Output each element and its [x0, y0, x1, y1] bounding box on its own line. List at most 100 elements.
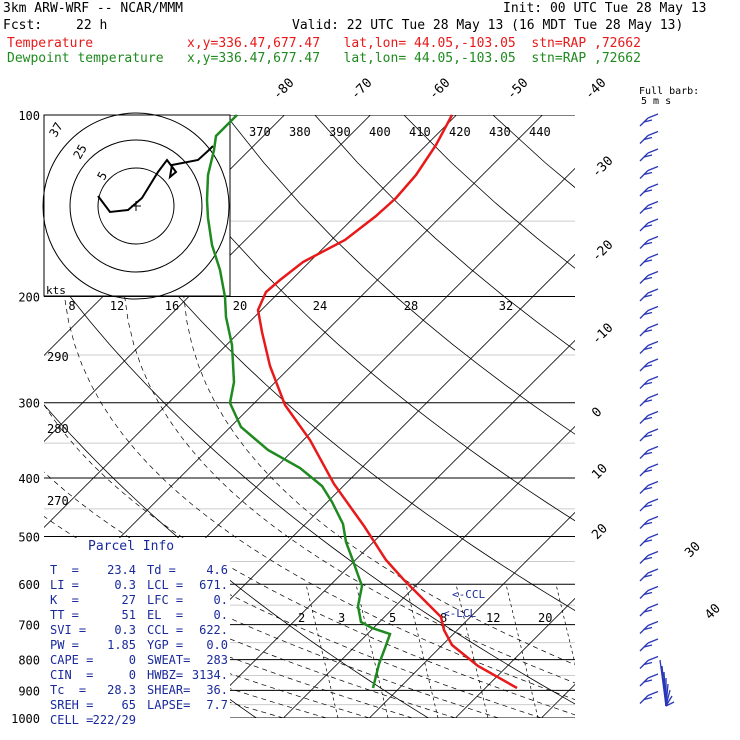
wind-barb-flag: [647, 568, 659, 574]
parcel-field-label: SHEAR=: [147, 683, 191, 697]
speed-axis-label: 16: [165, 299, 179, 313]
wind-barb-flag: [647, 498, 659, 504]
mixing-ratio-line: [355, 584, 389, 718]
parcel-field-label: CCL =: [147, 623, 184, 637]
moist-adiabat-line: [44, 404, 575, 716]
pressure-label-200: 200: [18, 291, 40, 305]
parcel-field-label: YGP =: [147, 638, 184, 652]
parcel-field-value: 622.: [199, 623, 228, 637]
parcel-field-label: PW =: [50, 638, 79, 652]
wind-barb-flag: [643, 574, 653, 578]
wind-barb-flag: [647, 603, 659, 609]
isotherm-line: [369, 511, 575, 718]
parcel-field-label: CELL =: [50, 713, 94, 727]
parcel-info-panel: [44, 538, 230, 730]
parcel-field-label: LCL =: [147, 578, 184, 592]
wind-barb-flag: [643, 311, 653, 316]
wind-barb-flag: [647, 358, 659, 364]
mixing-ratio-line: [555, 584, 575, 666]
parcel-field-value: 4.6: [206, 563, 228, 577]
isotherm-label: -40: [582, 76, 609, 103]
wind-barb-flag: [643, 294, 653, 298]
init-time: Init: 00 UTC Tue 28 May 13: [503, 1, 707, 16]
speed-axis-label: 12: [110, 299, 124, 313]
isotherm-line: [713, 115, 740, 718]
parcel-field-value: 27: [121, 593, 136, 607]
wind-barb-flag: [647, 148, 659, 154]
wind-barb-flag: [643, 451, 653, 456]
wind-barb-flag: [643, 206, 653, 211]
parcel-field-label: SWEAT=: [147, 653, 191, 667]
isotherm-line: [44, 115, 543, 614]
speed-axis-label: 24: [313, 299, 327, 313]
wind-barb-flag: [647, 183, 659, 189]
wind-barb-flag: [643, 486, 653, 491]
pressure-label-400: 400: [18, 472, 40, 486]
wind-barb-flag: [643, 661, 653, 666]
dry-adiabat-line: [671, 115, 740, 718]
isotherm-line: [541, 683, 575, 718]
wind-barb-flag: [647, 638, 659, 644]
parcel-field-label: LI =: [50, 578, 79, 592]
parcel-field-value: 28.3: [107, 683, 136, 697]
moist-adiabat-line: [44, 516, 499, 718]
wind-barb-flag: [647, 323, 659, 329]
mixing-ratio-line: [305, 584, 339, 718]
wind-barb-flag: [647, 393, 659, 399]
pressure-label-300: 300: [18, 397, 40, 411]
parcel-field-label: Tc =: [50, 683, 87, 697]
wind-barb-flag: [643, 626, 653, 631]
wind-barb-flag: [647, 463, 659, 469]
hodograph-ring: [69, 139, 203, 273]
wind-barb-flag: [647, 480, 659, 487]
wind-barb-flag: [647, 620, 659, 627]
wind-barb-flag: [643, 609, 653, 613]
wind-barb-flag: [643, 644, 653, 648]
wind-barb-flag: [643, 119, 653, 123]
dry-adiabat-line: [225, 115, 575, 435]
parcel-field-label: T =: [50, 563, 79, 577]
parcel-field-label: CIN =: [50, 668, 94, 682]
wind-barb-flag: [643, 539, 653, 543]
wind-barb-flag: [647, 165, 659, 172]
mixing-ratio-label: 2: [298, 611, 305, 625]
theta-label: 390: [329, 125, 351, 139]
parcel-field-label: LAPSE=: [147, 698, 191, 712]
mixing-ratio-label: 20: [538, 611, 552, 625]
wind-barb-flag: [643, 469, 653, 473]
wind-barb-flag: [647, 130, 659, 137]
wind-barb-flag: [647, 550, 659, 557]
wind-barb-flag: [647, 270, 659, 277]
forecast-hour: 22 h: [76, 18, 108, 33]
dewpoint-legend: Dewpoint temperature x,y=336.47,677.47 l…: [7, 51, 641, 66]
wind-barb-flag: [643, 346, 653, 351]
wind-barb-flag: [647, 655, 659, 662]
wind-barb-flag: [643, 329, 653, 333]
isotherm-label: 10: [589, 461, 611, 483]
theta-label: 410: [409, 125, 431, 139]
isotherm-label: -80: [270, 76, 297, 103]
parcel-field-value: 23.4: [107, 563, 136, 577]
mixing-ratio-label: 3: [338, 611, 345, 625]
wind-barb-flag: [647, 305, 659, 312]
parcel-field-label: TT =: [50, 608, 79, 622]
parcel-field-label: SREH =: [50, 698, 94, 712]
isotherm-label: -60: [426, 76, 453, 103]
wind-barb-flag: [643, 591, 653, 596]
pressure-label-800: 800: [18, 654, 40, 668]
pressure-label-700: 700: [18, 619, 40, 633]
wind-barb: [665, 689, 671, 707]
hodograph-ring-label: 25: [70, 142, 89, 162]
theta-label: 420: [449, 125, 471, 139]
dry-adiabat-line: [136, 115, 575, 522]
wind-barb-flag: [647, 288, 659, 294]
wind-barb-flag: [647, 585, 659, 592]
theta-label: 440: [529, 125, 551, 139]
wind-barb-flag: [643, 679, 653, 683]
wind-barb: [665, 701, 675, 707]
lcl-label: <-LCL: [443, 607, 476, 620]
dry-adiabat-line: [403, 115, 575, 269]
parcel-field-label: EL =: [147, 608, 184, 622]
mixing-ratio-line: [455, 584, 489, 718]
wind-barb-flag: [643, 276, 653, 281]
